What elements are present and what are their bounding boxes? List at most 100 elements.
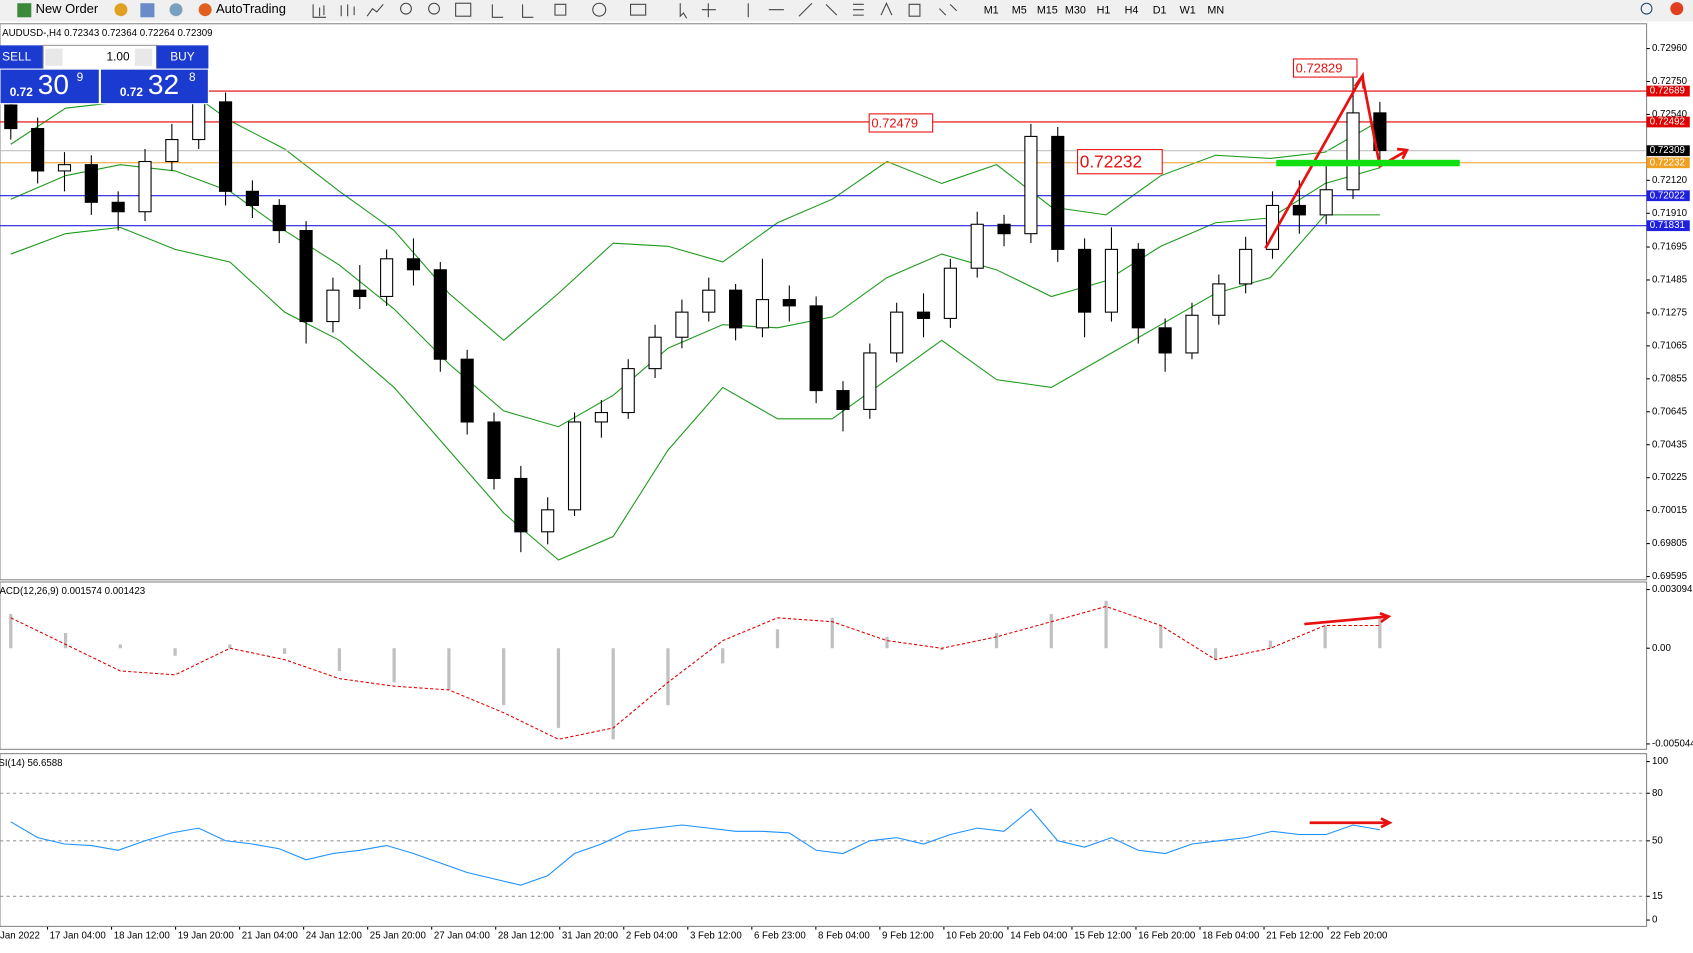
candle-body — [729, 289, 743, 329]
price-label-bg — [1646, 220, 1690, 232]
candle-body — [916, 311, 931, 319]
candle-body — [192, 101, 206, 141]
sell-price-big[interactable]: 0.72 — [10, 85, 33, 99]
buy-price-pips[interactable]: 32 — [148, 69, 179, 100]
candle-body — [1292, 204, 1306, 216]
x-tick-label: 14 Feb 04:00 — [1010, 931, 1068, 942]
sell-button[interactable] — [0, 45, 44, 70]
price-label-bg — [1646, 145, 1690, 157]
new-order[interactable]: New Order — [36, 1, 99, 16]
timeframe[interactable]: M30 — [1065, 5, 1086, 17]
x-tick-label: 28 Jan 12:00 — [498, 931, 555, 942]
templates[interactable] — [630, 3, 647, 16]
zoom-in[interactable] — [400, 2, 412, 15]
panel-title: AUDUSD-,H4 0.72343 0.72364 0.72264 0.723… — [2, 28, 212, 39]
timeframe[interactable]: D1 — [1153, 5, 1167, 17]
tool-icon[interactable] — [340, 4, 355, 17]
timeframe[interactable]: MN — [1207, 5, 1224, 17]
candle-body — [380, 258, 394, 297]
candle-body — [648, 336, 662, 370]
tool-icon[interactable] — [366, 3, 384, 17]
tool-icon[interactable] — [312, 4, 327, 18]
x-tick-label: 27 Jan 04:00 — [434, 931, 491, 942]
candle-body — [1024, 135, 1038, 235]
candle-body — [675, 311, 689, 338]
buy-price-big[interactable]: 0.72 — [120, 85, 143, 99]
y-tick-label: 0.003094 — [1652, 584, 1693, 595]
sell-price-box[interactable] — [0, 68, 100, 105]
macd-bar — [830, 617, 834, 649]
buy-button[interactable] — [156, 45, 209, 70]
candle-body — [755, 299, 770, 329]
x-tick-label: 18 Jan 12:00 — [114, 931, 171, 942]
x-tick-label: 21 Jan 04:00 — [242, 931, 299, 942]
x-tick-label: 24 Jan 12:00 — [306, 931, 363, 942]
tool-icon[interactable] — [140, 3, 155, 18]
macd-bar — [721, 648, 725, 664]
candle-body — [594, 412, 608, 423]
buy-price-box[interactable] — [99, 68, 209, 105]
annotation-box — [1292, 58, 1358, 78]
sell-price-point[interactable]: 9 — [77, 70, 84, 84]
timeframe[interactable]: M1 — [984, 5, 999, 17]
candle-body — [1158, 327, 1172, 354]
new-order-icon[interactable] — [17, 3, 32, 18]
x-tick-label: 21 Feb 12:00 — [1266, 931, 1324, 942]
toolbar-icons — [312, 1, 958, 19]
tool-icon[interactable] — [491, 3, 567, 18]
search[interactable] — [1640, 2, 1653, 15]
autotrading-icon[interactable] — [198, 3, 212, 17]
macd-bar — [885, 636, 889, 649]
tool-icon[interactable] — [169, 3, 183, 17]
notifications[interactable] — [1670, 2, 1684, 16]
lot-up[interactable] — [134, 48, 153, 66]
autotrading[interactable]: AutoTrading — [216, 1, 286, 16]
macd-bar — [1159, 625, 1163, 649]
signal-line — [10, 605, 1380, 740]
timeframe[interactable]: H4 — [1125, 5, 1139, 17]
candle-body — [4, 104, 18, 130]
tool-icon[interactable] — [679, 2, 864, 19]
tool-icon[interactable] — [880, 1, 958, 17]
lot[interactable]: 1.00 — [106, 49, 129, 63]
sell-price-pips[interactable]: 30 — [38, 69, 69, 100]
timeframes: M1 M5 M15 M30 H1 H4 D1 W1 MN — [984, 5, 1224, 17]
macd-bar — [666, 648, 670, 706]
timeframe[interactable]: M5 — [1012, 5, 1027, 17]
toolbar — [0, 0, 1693, 22]
candle-body — [1131, 248, 1145, 329]
timeframe[interactable]: W1 — [1180, 5, 1196, 17]
annotation: 0.72232 — [1080, 151, 1142, 171]
y-tick-label: 0.70855 — [1652, 373, 1687, 384]
y-tick-label: 0.71695 — [1652, 242, 1687, 253]
price-label-bg — [1646, 116, 1690, 128]
x-tick-label: 10 Feb 20:00 — [946, 931, 1004, 942]
macd-bar — [611, 648, 615, 740]
macd-bar — [940, 648, 944, 651]
annotation-box — [1077, 149, 1163, 175]
x-tick-label: 6 Feb 23:00 — [754, 931, 806, 942]
y-tick-label: 0.72540 — [1652, 109, 1688, 120]
tool-icon[interactable] — [114, 3, 128, 17]
price-label: 0.71831 — [1650, 220, 1685, 231]
sell-label[interactable]: SELL — [2, 49, 31, 63]
macd-panel: MACD(12,26,9) 0.001574 0.001423 0.003094 0… — [0, 581, 1693, 750]
timeframe[interactable]: H1 — [1097, 5, 1111, 17]
macd-bar — [775, 629, 780, 649]
zoom-out[interactable] — [428, 2, 440, 15]
lot-down[interactable] — [45, 48, 63, 66]
candle-body — [997, 223, 1011, 235]
tile[interactable] — [455, 2, 472, 17]
arrow — [1304, 612, 1393, 829]
periods[interactable] — [592, 2, 607, 17]
candle-body — [1078, 248, 1092, 313]
candle-body — [1051, 135, 1065, 250]
buy-price-point[interactable]: 8 — [189, 70, 196, 84]
y-tick-label: -0.005044 — [1652, 738, 1693, 749]
timeframe[interactable]: M15 — [1037, 5, 1058, 17]
macd-bar — [1378, 617, 1382, 649]
candle-body — [353, 289, 367, 297]
buy-label[interactable]: BUY — [170, 49, 194, 63]
macd-bar — [1049, 614, 1053, 649]
price-label: 0.72022 — [1650, 190, 1685, 201]
